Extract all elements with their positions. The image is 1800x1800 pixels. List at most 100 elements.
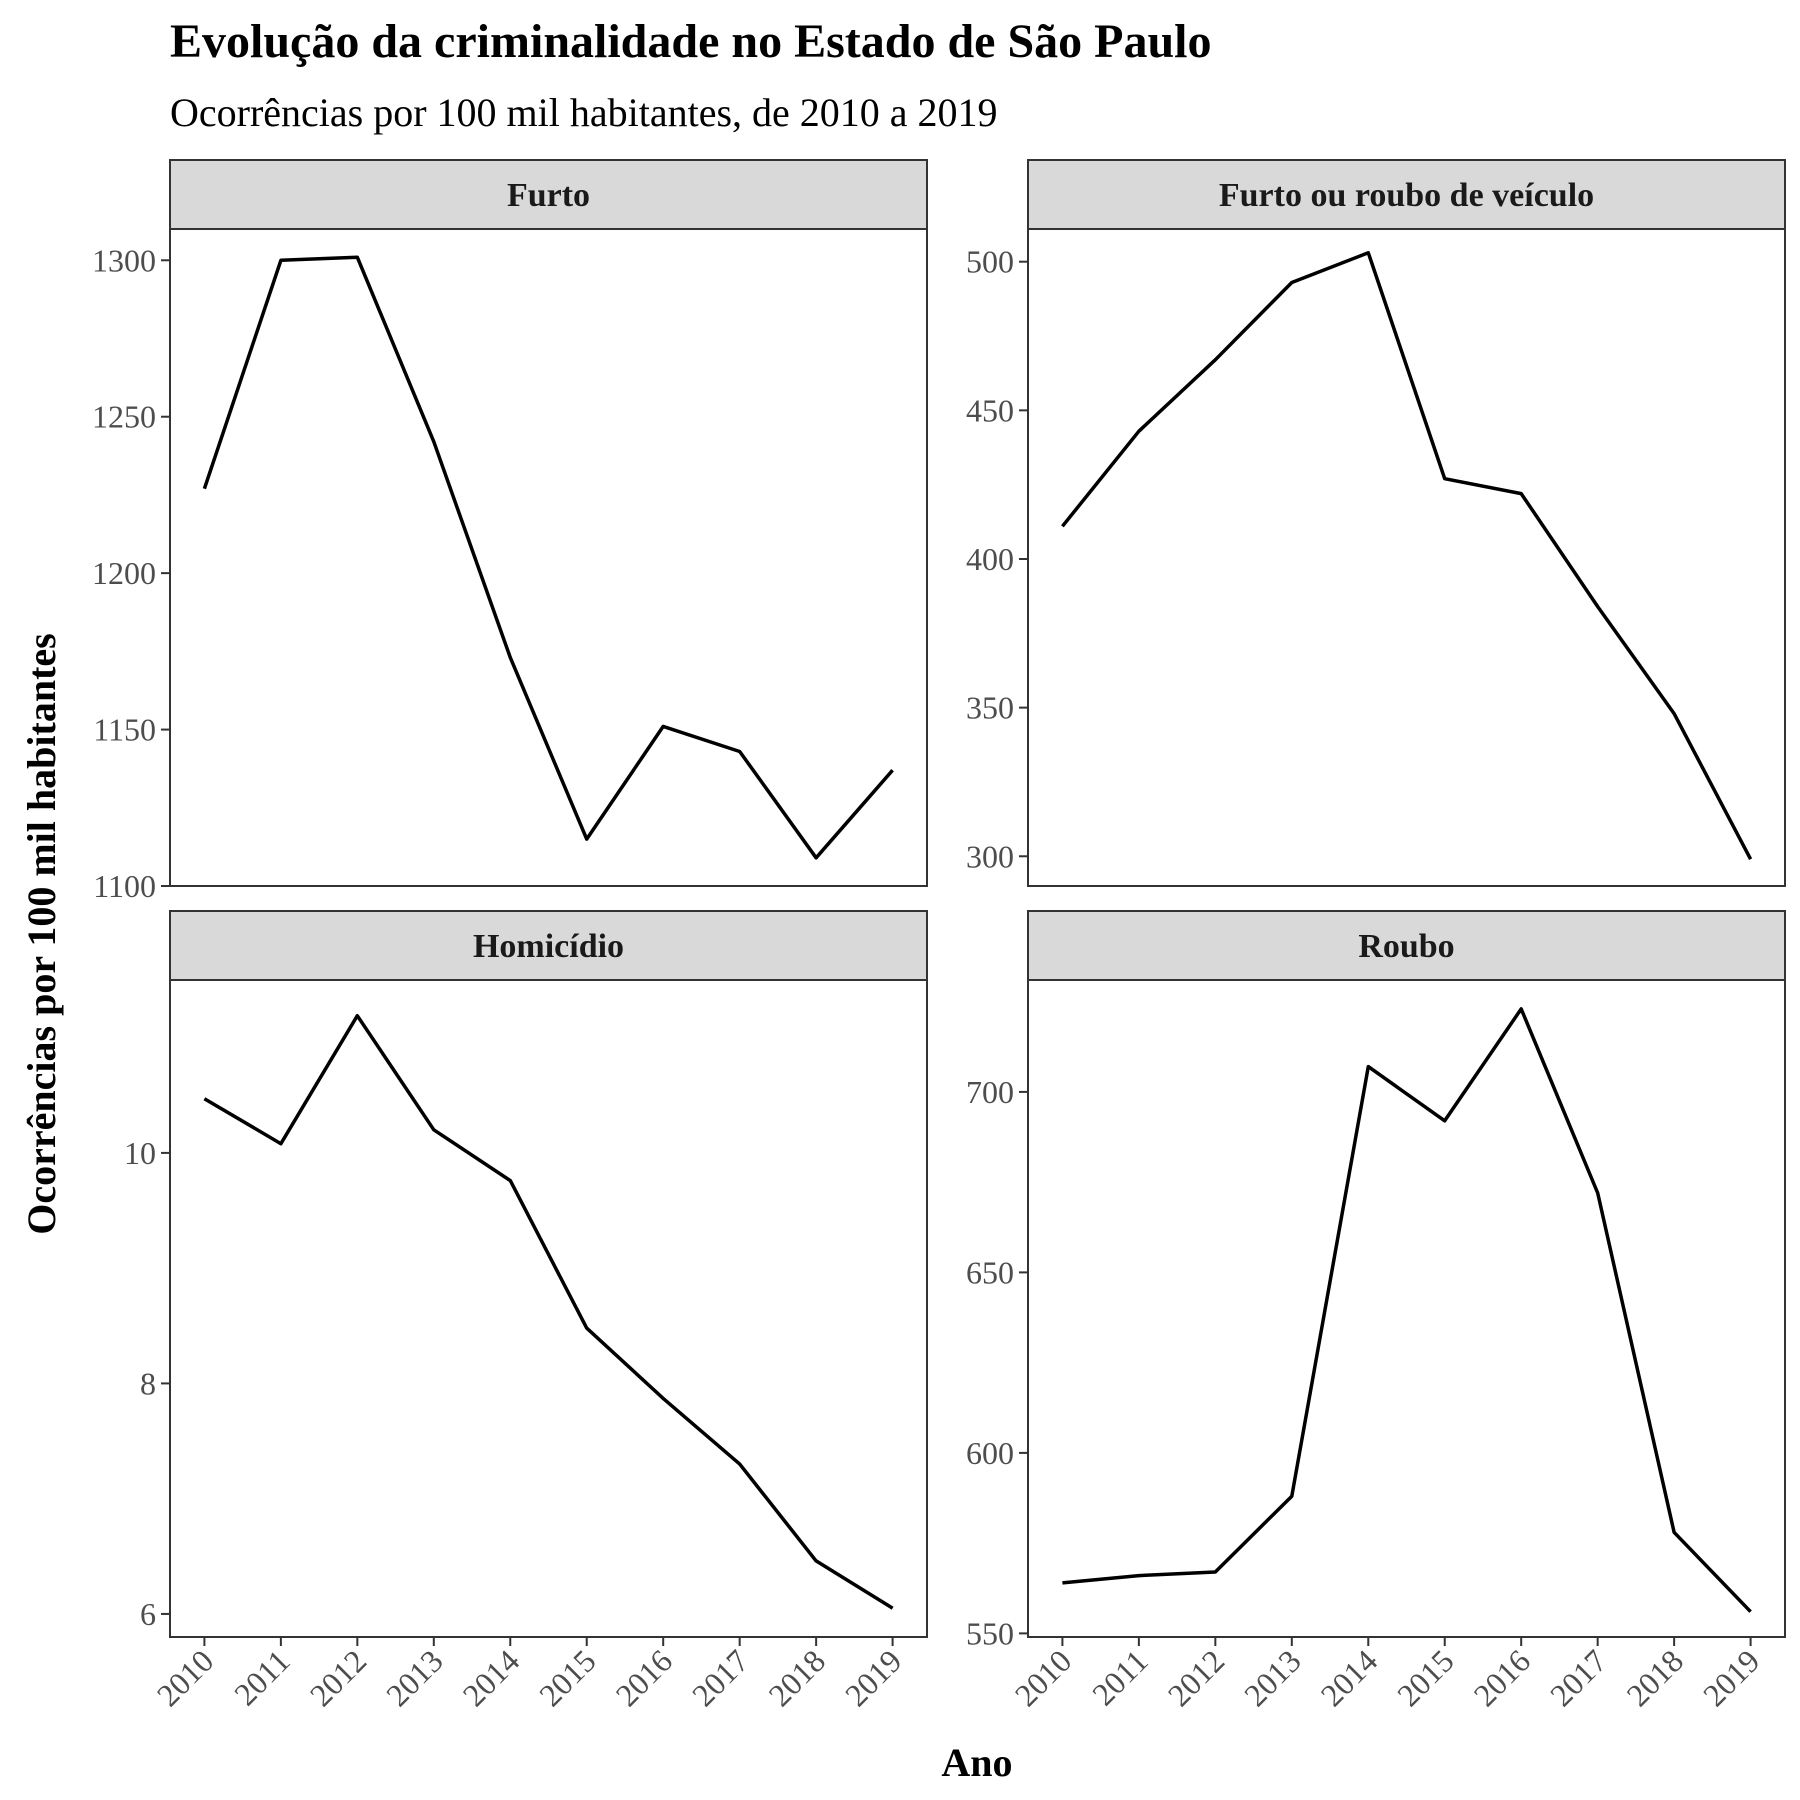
y-tick-label: 600: [966, 1435, 1014, 1471]
series-line-furto-ou-roubo-de-veiculo: [1061, 251, 1753, 861]
y-tick-label: 400: [966, 541, 1014, 577]
y-tick-label: 1300: [92, 242, 156, 278]
data-point: [355, 255, 359, 259]
panel-border: [169, 979, 928, 1638]
data-point: [202, 487, 206, 491]
facet-furto: Furto 1100 1150 1200 1250 1300: [92, 159, 928, 904]
data-point: [661, 724, 665, 728]
x-tick-label: 2019: [1696, 1642, 1767, 1713]
data-point: [432, 1128, 436, 1132]
data-point: [1060, 1581, 1064, 1585]
facet-strip: [1027, 159, 1786, 230]
x-tick-label: 2014: [1314, 1642, 1385, 1713]
facet-furto-ou-roubo-de-veiculo: Furto ou roubo de veículo 300 350 400 450 500: [966, 159, 1786, 887]
x-tick-label: 2016: [1466, 1642, 1537, 1713]
data-point: [355, 1014, 359, 1018]
facet-strip: [1027, 910, 1786, 981]
x-tick-label: 2015: [532, 1642, 603, 1713]
data-point: [891, 1606, 895, 1610]
x-axis-title: Ano: [941, 1740, 1012, 1785]
series-line-furto: [202, 255, 894, 860]
x-tick-label: 2012: [1161, 1642, 1232, 1713]
chart-title: Evolução da criminalidade no Estado de S…: [170, 15, 1212, 68]
data-point: [1213, 358, 1217, 362]
data-point: [1366, 1065, 1370, 1069]
x-tick-label: 2011: [227, 1642, 297, 1712]
data-point: [1672, 712, 1676, 716]
y-tick-label: 350: [966, 690, 1014, 726]
data-point: [1290, 1494, 1294, 1498]
facet-strip: [169, 910, 928, 981]
x-tick-label: 2011: [1085, 1642, 1155, 1712]
y-tick-label: 700: [966, 1074, 1014, 1110]
y-tick-label: 1200: [92, 555, 156, 591]
data-point: [1137, 429, 1141, 433]
data-point: [661, 1396, 665, 1400]
series-line-homicidio: [203, 1013, 894, 1610]
y-tick-label: 550: [966, 1615, 1014, 1651]
series-line-roubo: [1062, 1007, 1752, 1613]
y-tick-label: 1250: [92, 399, 156, 435]
data-point: [432, 440, 436, 444]
data-point: [202, 1097, 206, 1101]
data-point: [1060, 524, 1064, 528]
x-tick-label: 2018: [1619, 1642, 1690, 1713]
data-point: [1672, 1530, 1676, 1534]
data-point: [279, 1142, 283, 1146]
data-point: [585, 1326, 589, 1330]
x-tick-label: 2017: [1543, 1642, 1614, 1713]
data-point: [1137, 1574, 1141, 1578]
y-tick-label: 1150: [93, 712, 156, 748]
y-tick-label: 6: [140, 1596, 156, 1632]
data-point: [508, 1179, 512, 1183]
x-tick-label: 2010: [1008, 1642, 1079, 1713]
panel-border: [1027, 979, 1786, 1638]
data-point: [1749, 1610, 1753, 1614]
data-point: [814, 856, 818, 860]
data-point: [585, 837, 589, 841]
facet-strip-label: Roubo: [1358, 928, 1454, 965]
y-tick-label: 8: [140, 1365, 156, 1401]
data-point: [814, 1559, 818, 1563]
data-point: [738, 749, 742, 753]
x-tick-label: 2017: [685, 1642, 756, 1713]
data-point: [1749, 857, 1753, 861]
x-tick-label: 2014: [456, 1642, 527, 1713]
data-point: [1290, 281, 1294, 285]
facet-strip: [169, 159, 928, 230]
data-point: [1519, 1007, 1523, 1011]
x-tick-label: 2013: [1237, 1642, 1308, 1713]
facet-strip-label: Furto ou roubo de veículo: [1219, 177, 1594, 214]
facet-strip-label: Furto: [507, 177, 590, 214]
x-tick-label: 2012: [303, 1642, 374, 1713]
x-tick-label: 2015: [1390, 1642, 1461, 1713]
data-point: [1519, 492, 1523, 496]
x-tick-label: 2019: [838, 1642, 909, 1713]
y-tick-label: 1100: [93, 868, 156, 904]
y-axis-title: Ocorrências por 100 mil habitantes: [19, 633, 64, 1234]
data-point: [1596, 605, 1600, 609]
data-point: [1596, 1191, 1600, 1195]
x-tick-label: 2016: [608, 1642, 679, 1713]
y-tick-label: 300: [966, 838, 1014, 874]
data-point: [891, 768, 895, 772]
data-point: [738, 1462, 742, 1466]
data-point: [508, 656, 512, 660]
y-tick-label: 10: [124, 1135, 156, 1171]
chart-subtitle: Ocorrências por 100 mil habitantes, de 2…: [170, 90, 998, 135]
x-tick-label: 2018: [761, 1642, 832, 1713]
y-tick-label: 500: [966, 244, 1014, 280]
y-tick-label: 450: [966, 392, 1014, 428]
y-tick-label: 650: [966, 1254, 1014, 1290]
data-point: [1443, 477, 1447, 481]
panel-border: [169, 228, 928, 887]
facets-container: Furto 1100 1150 1200 1250 1300 Furto ou roubo …: [92, 159, 1786, 1713]
facet-strip-label: Homicídio: [473, 928, 624, 965]
x-tick-label: 2013: [379, 1642, 450, 1713]
data-point: [1213, 1570, 1217, 1574]
data-point: [1366, 251, 1370, 255]
x-tick-label: 2010: [150, 1642, 221, 1713]
data-point: [1443, 1119, 1447, 1123]
